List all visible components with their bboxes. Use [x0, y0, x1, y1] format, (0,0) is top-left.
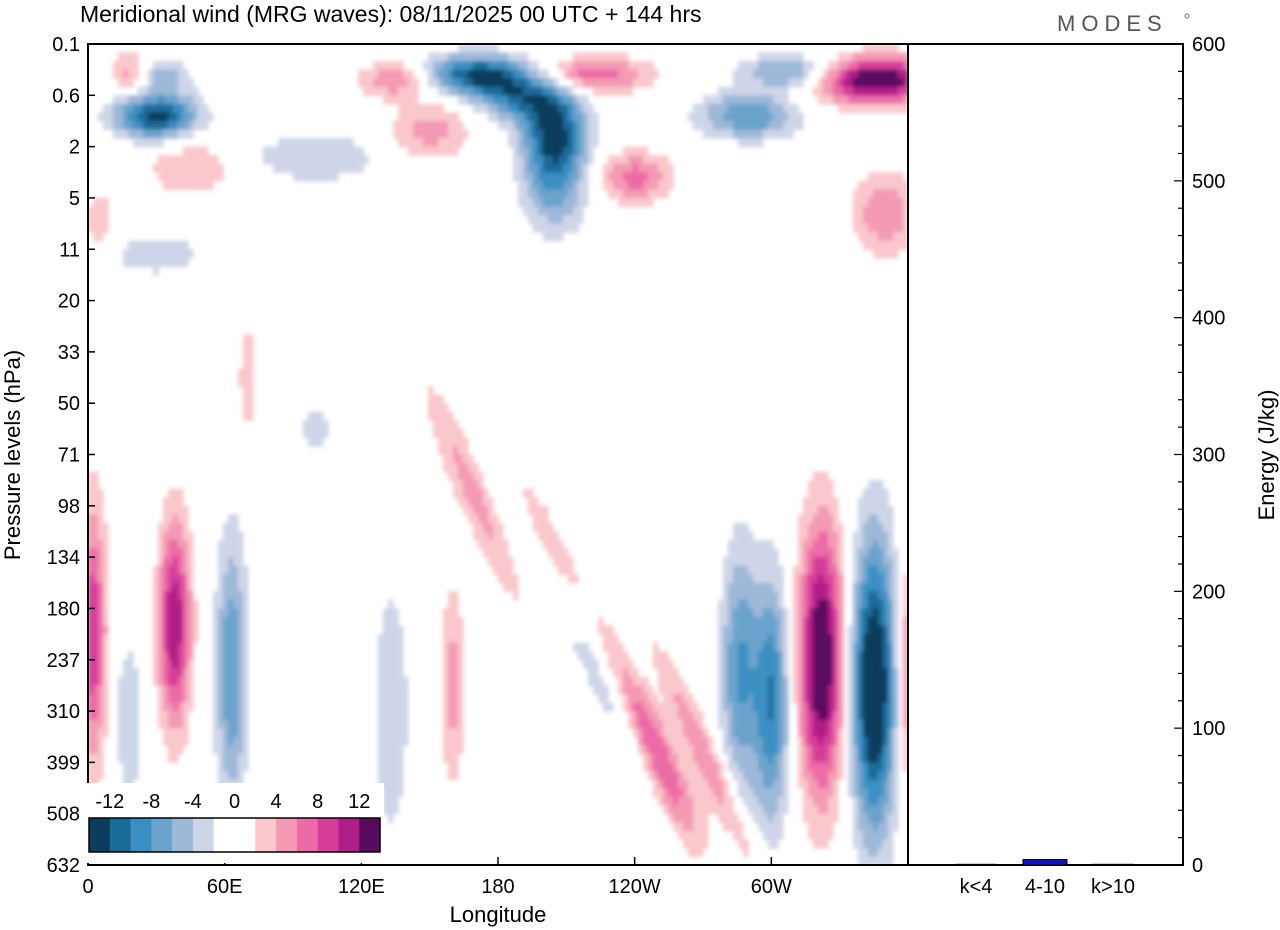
energy-tick-label: 0: [1192, 855, 1203, 877]
y-tick-label: 134: [47, 547, 80, 569]
colorbar-swatch: [255, 818, 277, 852]
colorbar-frame: [88, 817, 381, 853]
x-tick-label: 120W: [609, 876, 661, 898]
colorbar-tick-label: -8: [142, 791, 160, 813]
y-tick-label: 310: [47, 701, 80, 723]
y-tick-label: 632: [47, 855, 80, 877]
energy-tick-label: 200: [1192, 581, 1225, 603]
colorbar-tick-label: 0: [229, 791, 240, 813]
y-tick-label: 50: [58, 393, 80, 415]
y-axis-label: Pressure levels (hPa): [0, 350, 25, 560]
colorbar-tick-label: 8: [312, 791, 323, 813]
x-axis: 0 60E 120E 180 120W 60W: [82, 857, 792, 898]
brand-logo: MODES: [1057, 11, 1168, 36]
colorbar-swatch: [276, 818, 298, 852]
x-tick-label: 60W: [751, 876, 792, 898]
colorbar-swatch: [192, 818, 215, 852]
y-tick-label: 399: [47, 752, 80, 774]
y-tick-label: 20: [58, 291, 80, 313]
energy-tick-label: 300: [1192, 445, 1225, 467]
y-tick-label: 11: [59, 239, 80, 261]
chart-title: Meridional wind (MRG waves): 08/11/2025 …: [80, 1, 702, 27]
y-tick-label: 237: [47, 650, 80, 672]
colorbar-tick-label: 4: [271, 791, 282, 813]
energy-category-label: 4-10: [1025, 876, 1065, 898]
energy-bar: [955, 863, 997, 866]
colorbar-tick-label: -4: [184, 791, 202, 813]
energy-axis-label: Energy (J/kg): [1254, 390, 1279, 521]
y-tick-label: 0.1: [52, 34, 80, 56]
colorbar-swatch: [130, 818, 152, 852]
energy-category-label: k<4: [960, 876, 993, 898]
colorbar-swatch: [359, 818, 381, 852]
colorbar-swatch: [234, 818, 256, 852]
y-tick-label: 98: [58, 496, 80, 518]
y-tick-label: 0.6: [52, 85, 80, 107]
colorbar-swatch: [296, 818, 318, 852]
y-tick-label: 2: [69, 137, 80, 159]
energy-categories: k<4 4-10 k>10: [960, 876, 1135, 898]
y-axis: 0.1 0.6 2 5 11 20 33 50 71 98 134 180 237 310 399 508 63…: [47, 34, 95, 877]
brand-mark-icon: [1184, 13, 1190, 19]
x-tick-label: 120E: [338, 876, 385, 898]
contour-field: [88, 44, 908, 865]
colorbar-swatch: [172, 818, 194, 852]
colorbar-swatch: [338, 818, 360, 852]
colorbar-swatch: [151, 818, 173, 852]
y-tick-label: 33: [58, 342, 80, 364]
energy-category-label: k>10: [1091, 876, 1135, 898]
energy-bar: [1092, 863, 1134, 866]
energy-axis: 0 100 200 300 400 500 600: [1174, 34, 1225, 877]
colorbar-swatch: [317, 818, 339, 852]
energy-bar: [1022, 859, 1068, 866]
energy-panel-frame: [907, 43, 1184, 866]
y-tick-label: 5: [69, 188, 80, 210]
x-tick-label: 180: [481, 876, 514, 898]
colorbar-tick-label: 12: [348, 791, 370, 813]
x-axis-label: Longitude: [450, 902, 547, 927]
energy-tick-label: 400: [1192, 308, 1225, 330]
x-tick-label: 0: [82, 876, 93, 898]
colorbar-swatch: [109, 818, 131, 852]
energy-tick-label: 100: [1192, 718, 1225, 740]
energy-bars: [955, 859, 1134, 866]
energy-tick-label: 600: [1192, 34, 1225, 56]
energy-tick-label: 500: [1192, 171, 1225, 193]
y-tick-label: 508: [47, 804, 80, 826]
y-tick-label: 180: [47, 598, 80, 620]
y-tick-label: 71: [58, 445, 80, 467]
colorbar-swatch: [213, 818, 235, 852]
x-tick-label: 60E: [207, 876, 243, 898]
colorbar: -12 -8 -4 0 4 8 12: [85, 783, 384, 863]
colorbar-swatch: [89, 818, 111, 852]
colorbar-tick-label: -12: [95, 791, 124, 813]
